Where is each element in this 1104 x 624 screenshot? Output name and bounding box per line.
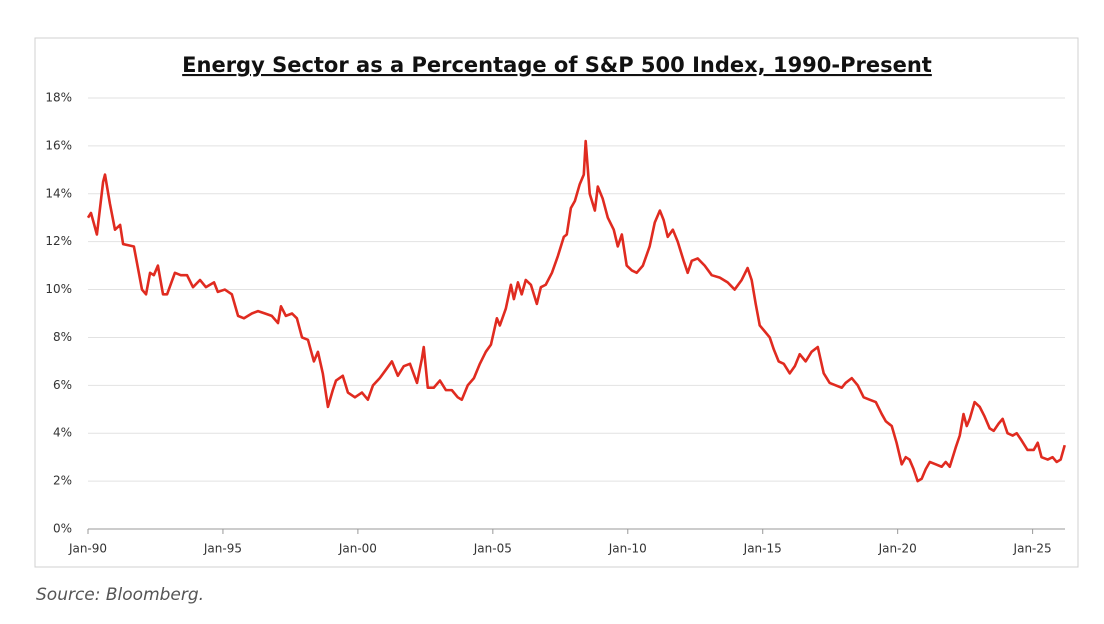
y-tick-label: 10% — [45, 282, 72, 296]
x-tick-label: Jan-95 — [203, 542, 242, 556]
x-tick-label: Jan-20 — [878, 542, 917, 556]
y-tick-label: 16% — [45, 138, 72, 152]
x-tick-label: Jan-90 — [68, 542, 107, 556]
chart-title: Energy Sector as a Percentage of S&P 500… — [182, 53, 932, 77]
x-tick-label: Jan-15 — [743, 542, 782, 556]
y-tick-label: 4% — [53, 426, 72, 440]
chart-frame — [34, 37, 1079, 568]
x-tick-label: Jan-00 — [338, 542, 377, 556]
chart: Energy Sector as a Percentage of S&P 500… — [34, 37, 1079, 568]
x-tick-label: Jan-05 — [473, 542, 512, 556]
y-tick-label: 0% — [53, 522, 72, 536]
y-tick-label: 8% — [53, 330, 72, 344]
y-tick-label: 14% — [45, 186, 72, 200]
data-line — [86, 139, 1066, 483]
y-tick-label: 12% — [45, 234, 72, 248]
x-tick-label: Jan-25 — [1013, 542, 1052, 556]
y-tick-label: 6% — [53, 378, 72, 392]
x-tick-label: Jan-10 — [608, 542, 647, 556]
y-tick-label: 18% — [45, 91, 72, 105]
source-note: Source: Bloomberg. — [36, 585, 205, 605]
y-tick-label: 2% — [53, 474, 72, 488]
